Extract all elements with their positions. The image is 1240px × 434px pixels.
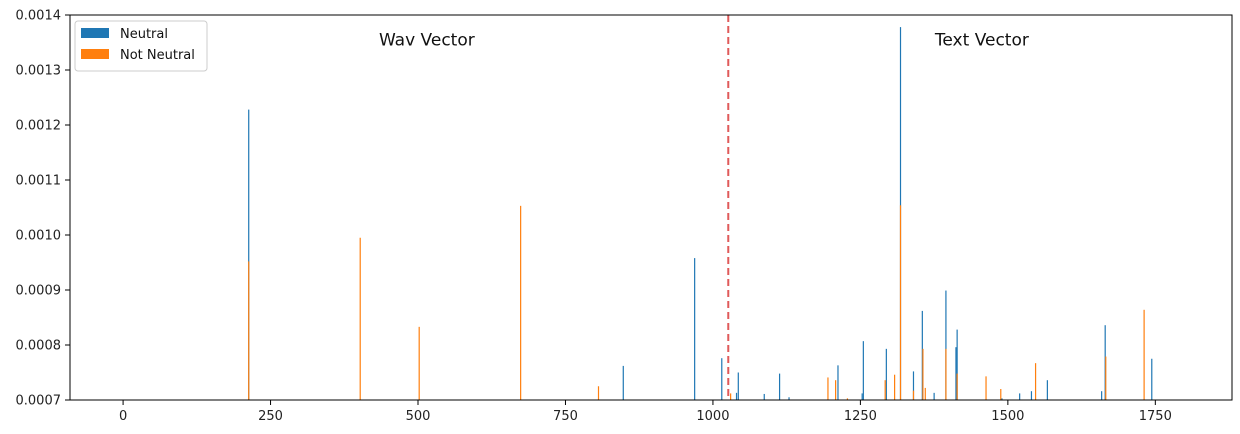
not-neutral-bar-15 [945, 348, 947, 400]
not-neutral-bar-8 [846, 398, 849, 400]
annotation-wav-vector: Wav Vector [379, 30, 475, 50]
x-tick-label-5: 1250 [844, 409, 877, 424]
neutral-bar-18 [955, 347, 957, 400]
not-neutral-bar-6 [827, 377, 829, 400]
x-tick-label-2: 500 [406, 409, 431, 424]
legend-label-not-neutral: Not Neutral [120, 48, 195, 63]
neutral-bar-8 [788, 397, 790, 400]
neutral-bar-11 [862, 341, 864, 400]
neutral-bar-5 [737, 372, 739, 400]
neutral-bar-16 [933, 392, 935, 400]
x-tick-label-1: 250 [258, 409, 283, 424]
neutral-bar-20 [1001, 398, 1003, 400]
not-neutral-bar-13 [922, 348, 924, 400]
not-neutral-bar-17 [985, 376, 987, 400]
not-neutral-bar-19 [1034, 363, 1037, 400]
neutral-bar-0 [248, 109, 250, 400]
not-neutral-bar-12 [912, 390, 915, 400]
neutral-bar-14 [912, 371, 915, 400]
neutral-bar-23 [1046, 380, 1048, 400]
neutral-bar-10 [861, 393, 863, 400]
y-tick-label-2: 0.0009 [16, 284, 62, 299]
neutral-bar-3 [721, 358, 723, 400]
y-tick-label-0: 0.0007 [16, 394, 62, 409]
neutral-bar-9 [837, 365, 839, 400]
x-tick-label-0: 0 [119, 409, 127, 424]
y-tick-label-4: 0.0011 [16, 174, 62, 189]
neutral-bar-22 [1030, 391, 1033, 400]
not-neutral-bar-20 [1105, 356, 1107, 400]
neutral-bar-17 [945, 290, 947, 400]
not-neutral-bar-21 [1143, 309, 1145, 400]
neutral-bar-21 [1019, 393, 1021, 400]
x-tick-label-7: 1750 [1139, 409, 1172, 424]
not-neutral-bar-7 [835, 380, 837, 400]
legend-swatch-neutral [81, 28, 109, 38]
neutral-bar-4 [735, 392, 738, 400]
neutral-bars [248, 27, 1153, 400]
neutral-bar-1 [622, 365, 624, 400]
neutral-bar-7 [778, 373, 781, 400]
not-neutral-bar-14 [924, 387, 926, 400]
neutral-bar-2 [694, 258, 696, 400]
neutral-bar-19 [956, 329, 958, 400]
y-axis: 0.0007 0.0008 0.0009 0.0010 0.0011 0.0012 0.00… [16, 9, 70, 409]
not-neutral-bar-18 [1000, 389, 1002, 400]
neutral-bar-12 [885, 348, 887, 400]
not-neutral-bars [248, 205, 1145, 400]
y-tick-label-7: 0.0014 [16, 9, 62, 24]
not-neutral-bar-1 [359, 237, 361, 400]
neutral-bar-6 [763, 393, 765, 400]
y-tick-label-1: 0.0008 [16, 339, 62, 354]
not-neutral-bar-10 [894, 374, 896, 400]
not-neutral-bar-5 [730, 393, 732, 400]
not-neutral-bar-16 [956, 373, 958, 400]
x-axis: 0 250 500 750 1000 1250 1500 1750 [119, 400, 1172, 424]
not-neutral-bar-0 [248, 261, 250, 400]
y-tick-label-5: 0.0012 [16, 119, 62, 134]
y-tick-label-6: 0.0013 [16, 64, 62, 79]
not-neutral-bar-2 [418, 326, 420, 400]
plot-frame [69, 14, 1233, 401]
not-neutral-bar-9 [884, 380, 886, 400]
legend-swatch-not-neutral [81, 49, 109, 59]
x-tick-label-4: 1000 [696, 409, 729, 424]
not-neutral-bar-11 [899, 205, 902, 400]
not-neutral-bar-4 [597, 386, 600, 400]
neutral-bar-24 [1101, 391, 1103, 400]
legend: Neutral Not Neutral [74, 20, 208, 72]
x-tick-label-3: 750 [553, 409, 578, 424]
not-neutral-bar-3 [520, 205, 522, 400]
x-tick-label-6: 1500 [991, 409, 1024, 424]
neutral-bar-26 [1151, 358, 1153, 400]
annotation-text-vector: Text Vector [934, 30, 1029, 50]
legend-label-neutral: Neutral [120, 27, 168, 42]
y-tick-label-3: 0.0010 [16, 229, 62, 244]
